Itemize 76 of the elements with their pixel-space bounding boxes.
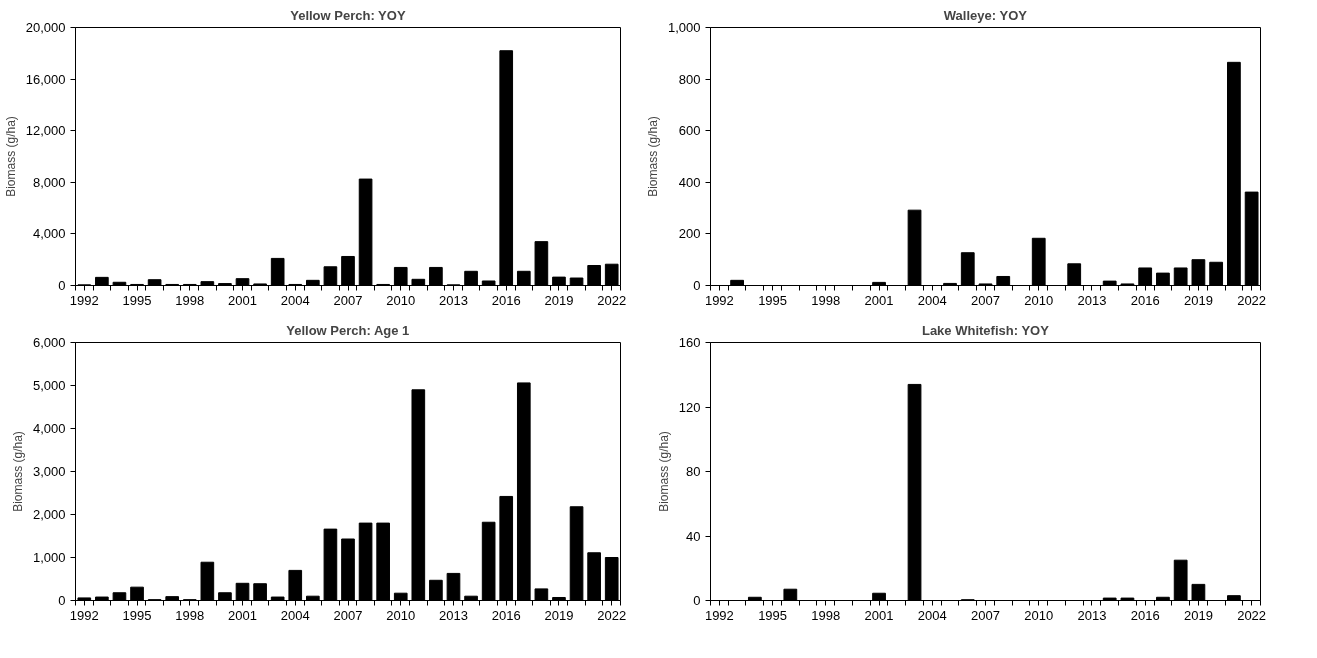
x-tick-label: 1995	[758, 292, 788, 308]
y-tick-label: 8,000	[32, 174, 66, 190]
x-tick-label: 1992	[69, 292, 99, 308]
x-tick-label: 2010	[386, 292, 416, 308]
x-tick-label: 2010	[1024, 607, 1054, 623]
y-axis-title: Biomass (g/ha)	[645, 116, 660, 197]
y-tick-label: 6,000	[32, 335, 66, 350]
x-tick-label: 2004	[917, 292, 947, 308]
y-tick-label: 0	[58, 278, 66, 293]
x-tick-label: 2013	[439, 292, 468, 308]
y-tick-label: 400	[678, 174, 701, 190]
y-axis-title: Biomass (g/ha)	[10, 431, 25, 512]
y-tick-label: 4,000	[32, 421, 66, 436]
y-tick-label: 160	[678, 335, 701, 350]
x-tick-label: 2022	[1237, 607, 1267, 623]
y-axis-title: Biomass (g/ha)	[656, 431, 671, 512]
x-tick-label: 2019	[1183, 292, 1213, 308]
x-tick-label: 2007	[333, 292, 363, 308]
y-tick-label: 40	[686, 528, 701, 544]
y-tick-label: 3,000	[32, 464, 66, 479]
x-tick-label: 2013	[439, 607, 468, 623]
y-axis-title: Biomass (g/ha)	[3, 116, 18, 197]
x-tick-label: 1998	[811, 607, 841, 623]
x-tick-label: 2001	[228, 292, 257, 308]
chart-title: Lake Whitefish: YOY	[921, 322, 1050, 338]
x-tick-label: 2004	[280, 292, 310, 308]
y-tick-label: 600	[678, 123, 701, 139]
chart-title: Yellow Perch: YOY	[290, 7, 406, 23]
y-tick-label: 200	[678, 226, 701, 242]
x-tick-label: 2013	[1077, 292, 1107, 308]
chart-title: Yellow Perch: Age 1	[286, 322, 410, 338]
x-tick-label: 1998	[175, 292, 205, 308]
x-tick-label: 2007	[333, 607, 363, 623]
y-tick-label: 1,000	[32, 550, 66, 565]
x-tick-label: 2022	[597, 607, 627, 623]
x-tick-label: 2016	[491, 607, 521, 623]
x-tick-label: 2010	[386, 607, 416, 623]
y-tick-label: 16,000	[25, 71, 66, 87]
x-tick-label: 1998	[175, 607, 205, 623]
y-tick-label: 12,000	[25, 123, 66, 139]
x-tick-label: 2019	[544, 607, 574, 623]
x-tick-label: 2001	[864, 607, 894, 623]
x-tick-label: 1992	[704, 607, 734, 623]
x-tick-label: 2010	[1024, 292, 1054, 308]
x-tick-label: 1995	[758, 607, 788, 623]
y-tick-label: 20,000	[25, 20, 66, 35]
x-tick-label: 2001	[864, 292, 894, 308]
y-tick-label: 2,000	[32, 507, 66, 522]
x-tick-label: 2013	[1077, 607, 1107, 623]
x-tick-label: 2004	[917, 607, 947, 623]
y-tick-label: 5,000	[32, 378, 66, 393]
y-tick-label: 80	[686, 464, 701, 479]
x-tick-label: 2004	[280, 607, 310, 623]
y-tick-label: 120	[678, 399, 701, 415]
x-tick-label: 2019	[1183, 607, 1213, 623]
x-tick-label: 1995	[122, 607, 152, 623]
y-tick-label: 0	[58, 593, 66, 608]
x-tick-label: 2016	[491, 292, 521, 308]
x-tick-label: 2016	[1130, 607, 1160, 623]
x-tick-label: 2007	[971, 292, 1000, 308]
chart-title: Walleye: YOY	[943, 7, 1028, 23]
y-tick-label: 0	[693, 593, 701, 608]
x-tick-label: 1995	[122, 292, 152, 308]
y-tick-label: 800	[678, 71, 701, 87]
x-tick-label: 1992	[704, 292, 734, 308]
y-tick-label: 4,000	[32, 226, 66, 242]
x-tick-label: 1992	[69, 607, 99, 623]
x-tick-label: 2001	[228, 607, 257, 623]
x-tick-label: 2022	[597, 292, 627, 308]
x-tick-label: 2019	[544, 292, 574, 308]
y-tick-label: 0	[693, 278, 701, 293]
y-tick-label: 1,000	[667, 20, 701, 35]
x-tick-label: 2007	[971, 607, 1000, 623]
x-tick-label: 1998	[811, 292, 841, 308]
x-tick-label: 2022	[1237, 292, 1267, 308]
x-tick-label: 2016	[1130, 292, 1160, 308]
